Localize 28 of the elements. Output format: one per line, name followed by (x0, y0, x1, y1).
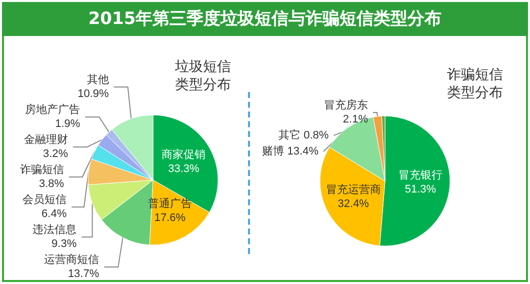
slice-label: 赌博 13.4% (262, 144, 319, 158)
data-label: 17.6% (154, 212, 186, 224)
data-label: 9.3% (52, 238, 77, 250)
slice-label: 房地产广告 (25, 103, 80, 116)
slice-label: 违法信息 (32, 223, 77, 236)
text: 2015年第三季度垃圾短信与诈骗短信类型分布 (2, 2, 528, 36)
data-label: 32.4% (338, 198, 370, 210)
data-label: 33.3% (168, 163, 200, 176)
data-label: 2.1% (342, 113, 368, 126)
data-label: 6.4% (42, 208, 67, 220)
slice-label: 商家促销 (162, 148, 206, 162)
data-label: 3.8% (38, 178, 64, 190)
slice-label: 诈骗短信 (20, 163, 64, 176)
slice-label: 运营商短信 (44, 253, 100, 266)
slice-label: 冒充房东 (324, 98, 368, 112)
slice-label: 会员短信 (22, 194, 67, 206)
slice-label: 其它 0.8% (278, 128, 329, 142)
slice-label: 冒充运营商 (326, 183, 381, 196)
chart-title: 诈骗短信类型分布 (447, 66, 503, 100)
data-label: 13.7% (68, 268, 100, 280)
slice-label: 金融理财 (24, 133, 68, 146)
data-label: 1.9% (55, 118, 80, 130)
data-label: 51.3% (404, 183, 436, 196)
data-label: 3.2% (42, 148, 68, 160)
slice-label: 其他 (86, 73, 109, 86)
slice-label: 冒充银行 (398, 168, 442, 182)
chart-subtitle: 垃圾短信类型分布 (174, 58, 231, 92)
data-label: 10.9% (78, 88, 110, 100)
